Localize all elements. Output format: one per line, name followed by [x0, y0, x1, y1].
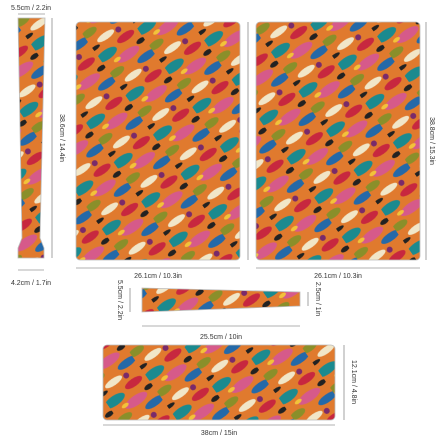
- back-panel: [255, 21, 421, 261]
- dimension-label: 26.1cm / 10.3in: [134, 273, 182, 280]
- dimension-label: 5.5cm / 2.2in: [116, 280, 123, 320]
- dimension-label: 38.6cm / 14.4in: [58, 114, 65, 162]
- side-strip: [17, 17, 46, 259]
- front-panel: [75, 21, 241, 261]
- dimension-label: 2.5cm / 1in: [314, 282, 321, 316]
- middle-strip: [141, 287, 301, 313]
- dimension-label: 4.2cm / 1.7in: [11, 280, 51, 287]
- dimension-label: 38cm / 15in: [201, 430, 237, 437]
- dimension-label: 12.1cm / 4.8in: [350, 360, 357, 404]
- dimension-label: 25.5cm / 10in: [200, 334, 242, 341]
- dimension-label: 38.8cm / 15.3in: [428, 117, 435, 165]
- bottom-panel: [102, 344, 336, 421]
- dimension-label: 26.1cm / 10.3in: [314, 273, 362, 280]
- dimension-label: 5.5cm / 2.2in: [11, 5, 51, 12]
